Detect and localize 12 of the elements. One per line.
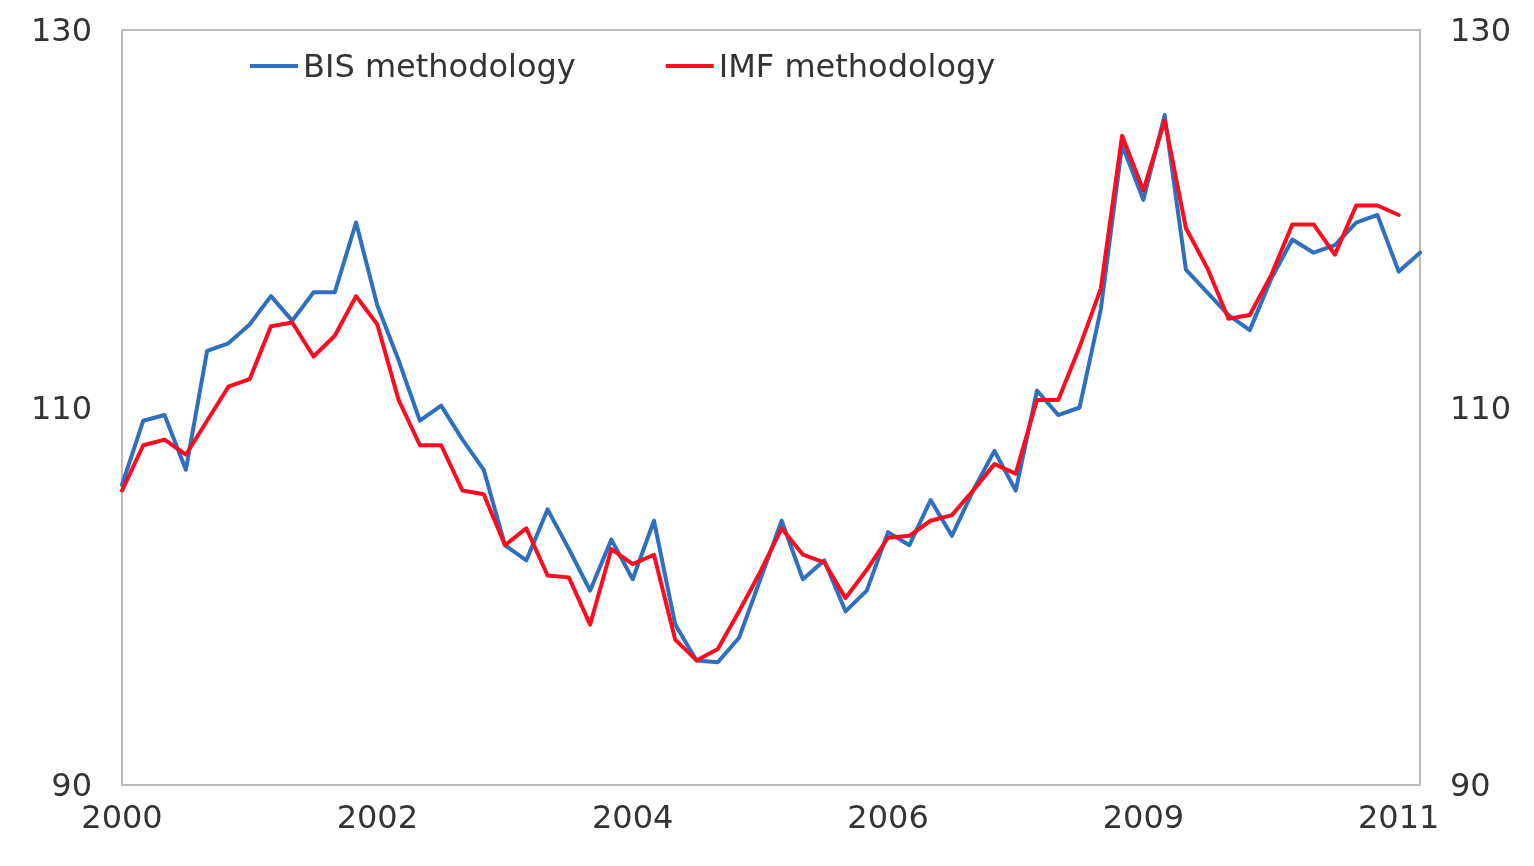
x-tick-label: 2009	[1102, 798, 1185, 836]
x-tick-label: 2004	[591, 798, 674, 836]
x-tick-label: 2006	[847, 798, 929, 836]
y2-tick-label: 130	[1450, 11, 1512, 49]
y-tick-label: 130	[30, 11, 92, 49]
y2-tick-label: 110	[1450, 388, 1512, 427]
legend-label: IMF methodology	[718, 47, 996, 85]
y-tick-label: 110	[30, 388, 92, 427]
x-tick-label: 2011	[1358, 798, 1440, 836]
y2-tick-label: 90	[1450, 766, 1491, 804]
legend-label: BIS methodology	[303, 47, 576, 85]
x-tick-label: 2002	[336, 798, 419, 836]
